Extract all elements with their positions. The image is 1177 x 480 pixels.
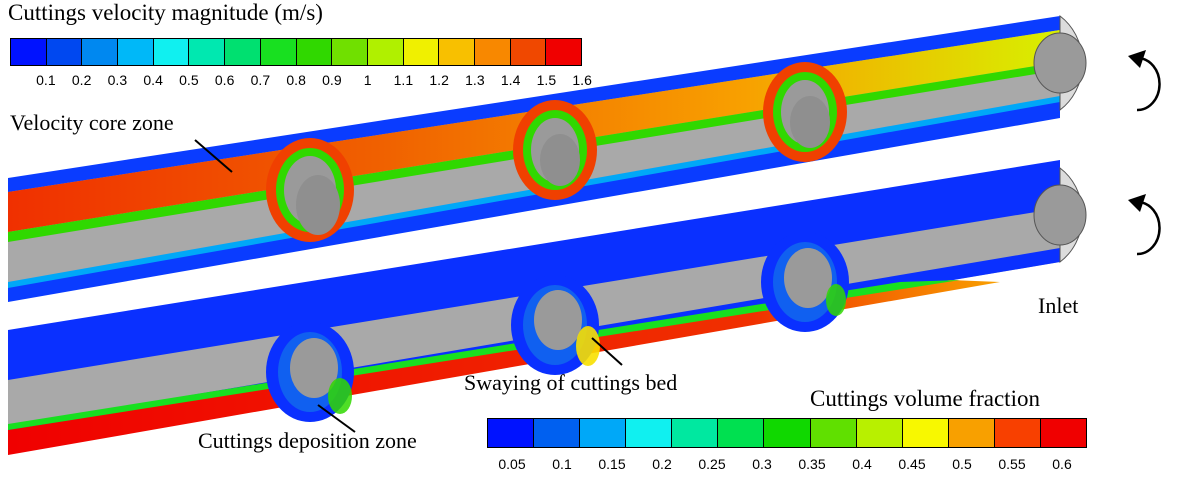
volume-colorbar-tick-label: 0.45	[898, 456, 926, 472]
velocity-colorbar-swatch	[225, 39, 261, 65]
lower-coil-2	[511, 275, 600, 375]
velocity-colorbar-tick-label: 1.6	[572, 72, 592, 88]
velocity-colorbar-tick-label: 0.3	[107, 72, 128, 88]
lower-coil-3	[761, 232, 849, 332]
velocity-colorbar-swatch	[11, 39, 47, 65]
volume-colorbar-title: Cuttings volume fraction	[810, 386, 1040, 411]
volume-colorbar-swatch	[1040, 419, 1087, 447]
volume-colorbar-swatch	[580, 419, 627, 447]
volume-colorbar-swatch	[626, 419, 673, 447]
upper-pipe-end-cap	[1033, 14, 1087, 112]
velocity-core-label: Velocity core zone	[10, 110, 174, 135]
velocity-colorbar-swatch	[546, 39, 581, 65]
velocity-colorbar-swatch	[260, 39, 297, 65]
volume-colorbar-tick-label: 0.5	[952, 456, 972, 472]
velocity-colorbar-swatch	[367, 39, 404, 65]
lower-pipe-end-cap	[1033, 166, 1087, 264]
velocity-colorbar-swatch	[439, 39, 475, 65]
volume-colorbar-tick-label: 0.1	[552, 456, 572, 472]
volume-colorbar-swatch	[856, 419, 903, 447]
velocity-colorbar-tick-label: 0.5	[179, 72, 199, 88]
velocity-colorbar-swatch	[153, 39, 190, 65]
velocity-colorbar-ticks: 0.1 0.2 0.3 0.4 0.5 0.6 0.7 0.8 0.9 1 1.1 1.2 1.3 1.4…	[28, 72, 600, 88]
volume-colorbar-tick-label: 0.2	[652, 456, 672, 472]
volume-colorbar-swatch	[810, 419, 857, 447]
velocity-colorbar-title: Cuttings velocity magnitude (m/s)	[8, 0, 323, 25]
velocity-colorbar-tick-label: 0.9	[322, 72, 342, 88]
velocity-colorbar-tick-label: 0.4	[143, 72, 163, 88]
volume-colorbar-tick-label: 0.4	[852, 456, 872, 472]
lower-rotation-arrow-icon	[1128, 194, 1161, 256]
velocity-colorbar-tick-label: 0.6	[214, 72, 235, 88]
upper-coil-2	[513, 100, 597, 200]
velocity-colorbar-tick-label: 1.1	[393, 72, 414, 88]
volume-colorbar-swatch	[672, 419, 719, 447]
velocity-colorbar-swatch	[118, 39, 154, 65]
volume-colorbar-swatch	[534, 419, 581, 447]
velocity-colorbar-swatch	[510, 39, 547, 65]
volume-colorbar-swatch	[488, 419, 535, 447]
upper-pipe	[8, 14, 1161, 302]
velocity-colorbar-tick-label: 1.2	[429, 72, 449, 88]
velocity-colorbar-tick-label: 0.2	[71, 72, 92, 88]
velocity-colorbar-swatch	[46, 39, 83, 65]
velocity-colorbar-swatch	[403, 39, 440, 65]
velocity-colorbar-swatch	[82, 39, 119, 65]
velocity-colorbar-tick-label: 0.1	[36, 72, 56, 88]
deposition-label: Cuttings deposition zone	[198, 428, 417, 453]
volume-colorbar-tick-label: 0.3	[752, 456, 772, 472]
upper-pipe-top-wall	[8, 16, 1060, 192]
volume-colorbar-tick-label: 0.05	[498, 456, 526, 472]
volume-colorbar-tick-label: 0.35	[798, 456, 826, 472]
lower-pipe-top-wall	[8, 160, 1060, 380]
volume-colorbar-swatch	[718, 419, 765, 447]
velocity-colorbar-tick-label: 1	[363, 72, 372, 88]
lower-coil-1	[266, 322, 354, 422]
volume-colorbar-swatch	[902, 419, 949, 447]
upper-coil-3	[763, 62, 847, 162]
velocity-colorbar-tick-label: 0.8	[286, 72, 306, 88]
cuttings-bed-edge	[8, 280, 960, 430]
volume-colorbar-swatch	[764, 419, 811, 447]
velocity-colorbar-swatch	[189, 39, 226, 65]
velocity-colorbar-tick-label: 1.3	[465, 72, 485, 88]
volume-colorbar-swatch	[948, 419, 995, 447]
volume-colorbar-tick-label: 0.15	[598, 456, 626, 472]
upper-rotation-arrow-icon	[1128, 50, 1161, 112]
upper-coil-1	[266, 138, 354, 242]
velocity-colorbar-tick-label: 0.7	[250, 72, 271, 88]
volume-colorbar-swatch	[994, 419, 1041, 447]
lower-pipe	[8, 160, 1161, 455]
volume-colorbar-tick-label: 0.55	[998, 456, 1026, 472]
cuttings-bed	[8, 280, 1000, 455]
velocity-colorbar-swatch	[474, 39, 511, 65]
velocity-colorbar	[10, 38, 582, 66]
volume-colorbar	[487, 418, 1087, 448]
volume-colorbar-tick-label: 0.6	[1052, 456, 1072, 472]
swaying-leader	[591, 337, 623, 366]
velocity-colorbar-tick-label: 1.5	[536, 72, 557, 88]
volume-colorbar-ticks: 0.05 0.1 0.15 0.2 0.25 0.3 0.35 0.4 0.45 0.5 0.55 0…	[487, 456, 1087, 472]
velocity-colorbar-tick-label: 1.4	[500, 72, 521, 88]
inlet-label: Inlet	[1038, 293, 1079, 318]
volume-colorbar-tick-label: 0.25	[698, 456, 726, 472]
deposition-leader	[317, 404, 356, 433]
swaying-label: Swaying of cuttings bed	[464, 370, 678, 395]
velocity-core-leader	[194, 139, 233, 173]
velocity-colorbar-swatch	[332, 39, 368, 65]
velocity-colorbar-swatch	[296, 39, 333, 65]
